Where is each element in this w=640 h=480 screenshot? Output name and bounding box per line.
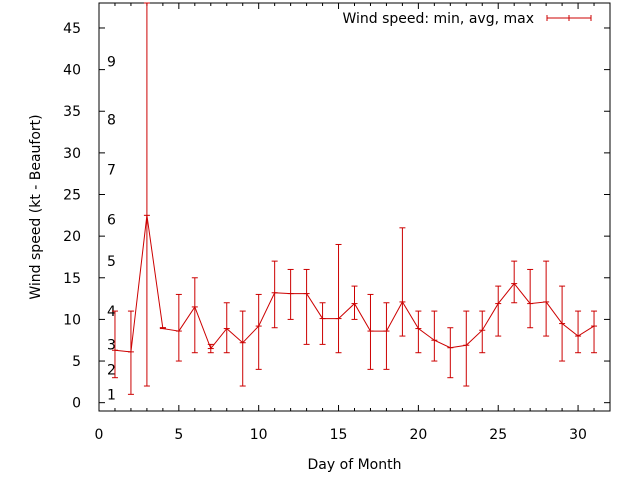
beaufort-label: 7 xyxy=(107,163,116,179)
y-tick-label: 0 xyxy=(72,396,81,412)
x-tick-label: 30 xyxy=(569,427,587,443)
beaufort-scale-labels: 1 2 3 4 5 6 7 8 9 xyxy=(107,54,116,403)
legend: Wind speed: min, avg, max xyxy=(342,11,592,27)
beaufort-label: 6 xyxy=(107,212,116,228)
legend-entry-label: Wind speed: min, avg, max xyxy=(342,11,534,27)
series-line xyxy=(114,215,595,353)
x-tick-label: 10 xyxy=(250,427,268,443)
y-tick-label: 35 xyxy=(63,104,81,120)
x-tick-label: 0 xyxy=(95,427,104,443)
beaufort-label: 9 xyxy=(107,54,116,70)
plot-frame xyxy=(98,2,611,412)
y-axis-label: Wind speed (kt - Beaufort) xyxy=(28,114,44,299)
beaufort-label: 4 xyxy=(107,304,116,320)
beaufort-label: 5 xyxy=(107,254,116,270)
beaufort-label: 2 xyxy=(107,362,116,378)
y-tick-label: 15 xyxy=(63,271,81,287)
beaufort-label: 3 xyxy=(107,337,116,353)
beaufort-label: 8 xyxy=(107,113,116,129)
beaufort-label: 1 xyxy=(107,387,116,403)
y-tick-label: 40 xyxy=(63,63,81,79)
x-axis: 0 5 10 15 20 25 30 xyxy=(95,3,595,443)
series-0 xyxy=(111,2,598,395)
y-tick-label: 10 xyxy=(63,312,81,328)
y-tick-label: 5 xyxy=(72,354,81,370)
x-axis-label: Day of Month xyxy=(308,457,402,473)
series-layer xyxy=(111,2,598,395)
x-tick-label: 25 xyxy=(489,427,507,443)
y-tick-label: 25 xyxy=(63,188,81,204)
x-tick-label: 15 xyxy=(330,427,348,443)
y-tick-label: 20 xyxy=(63,229,81,245)
x-tick-label: 5 xyxy=(174,427,183,443)
y-tick-label: 45 xyxy=(63,21,81,37)
x-tick-label: 20 xyxy=(409,427,427,443)
y-tick-label: 30 xyxy=(63,146,81,162)
